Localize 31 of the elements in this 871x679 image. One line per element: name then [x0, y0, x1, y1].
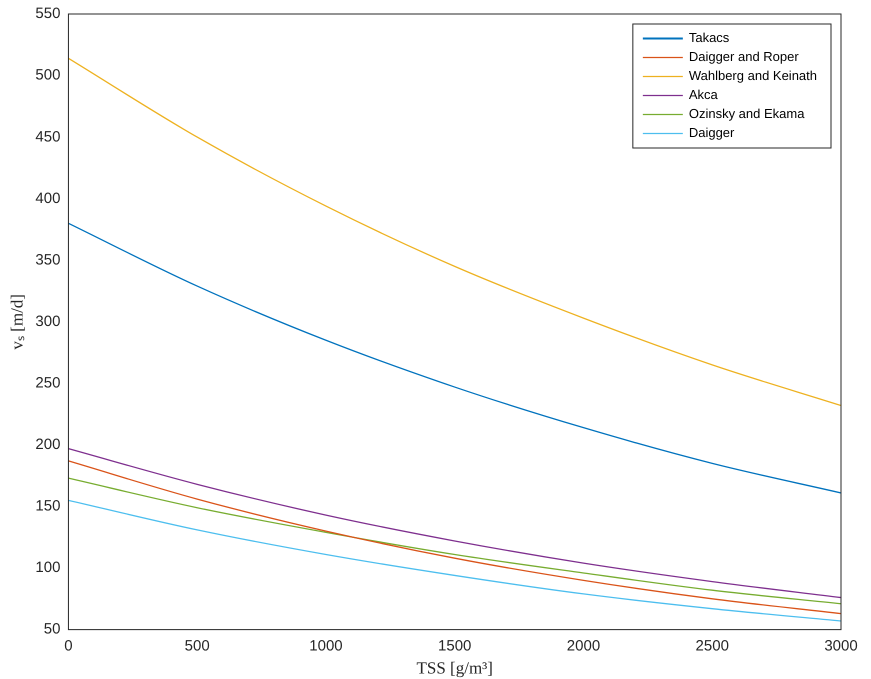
x-tick-label: 2000: [566, 638, 600, 655]
line-series: [68, 460, 841, 614]
x-tick-label: 2500: [696, 638, 729, 655]
x-axis-title: TSS [g/m³]: [416, 658, 493, 678]
y-tick-label: 300: [35, 312, 60, 330]
x-tick-label: 3000: [824, 638, 858, 655]
legend-label: Daigger: [688, 125, 736, 140]
line-series: [68, 500, 841, 622]
line-series: [68, 478, 841, 604]
legend-label: Daigger and Roper: [688, 49, 800, 64]
legend-label: Wahlberg and Keinath: [688, 68, 818, 84]
y-axis-title: vₛ [m/d]: [8, 294, 27, 350]
legend-label: Ozinsky and Ekama: [688, 106, 806, 122]
y-tick-label: 250: [35, 374, 60, 392]
x-tick-label: 1500: [438, 638, 472, 655]
line-series: [68, 448, 841, 598]
y-tick-label: 200: [35, 436, 60, 454]
y-tick-label: 550: [35, 5, 60, 22]
x-tick-label: 0: [64, 638, 73, 655]
y-tick-label: 50: [44, 620, 60, 638]
y-tick-label: 100: [35, 559, 60, 576]
x-tick-label: 500: [184, 638, 210, 655]
legend-label: Akca: [688, 87, 719, 102]
y-tick-label: 500: [35, 66, 60, 84]
y-tick-label: 150: [35, 498, 60, 515]
line-series: [68, 222, 841, 494]
y-tick-label: 450: [35, 128, 60, 146]
y-tick-label: 400: [35, 190, 60, 207]
legend-label: Takacs: [688, 30, 730, 46]
y-tick-label: 350: [35, 251, 60, 268]
x-tick-label: 1000: [309, 638, 343, 655]
